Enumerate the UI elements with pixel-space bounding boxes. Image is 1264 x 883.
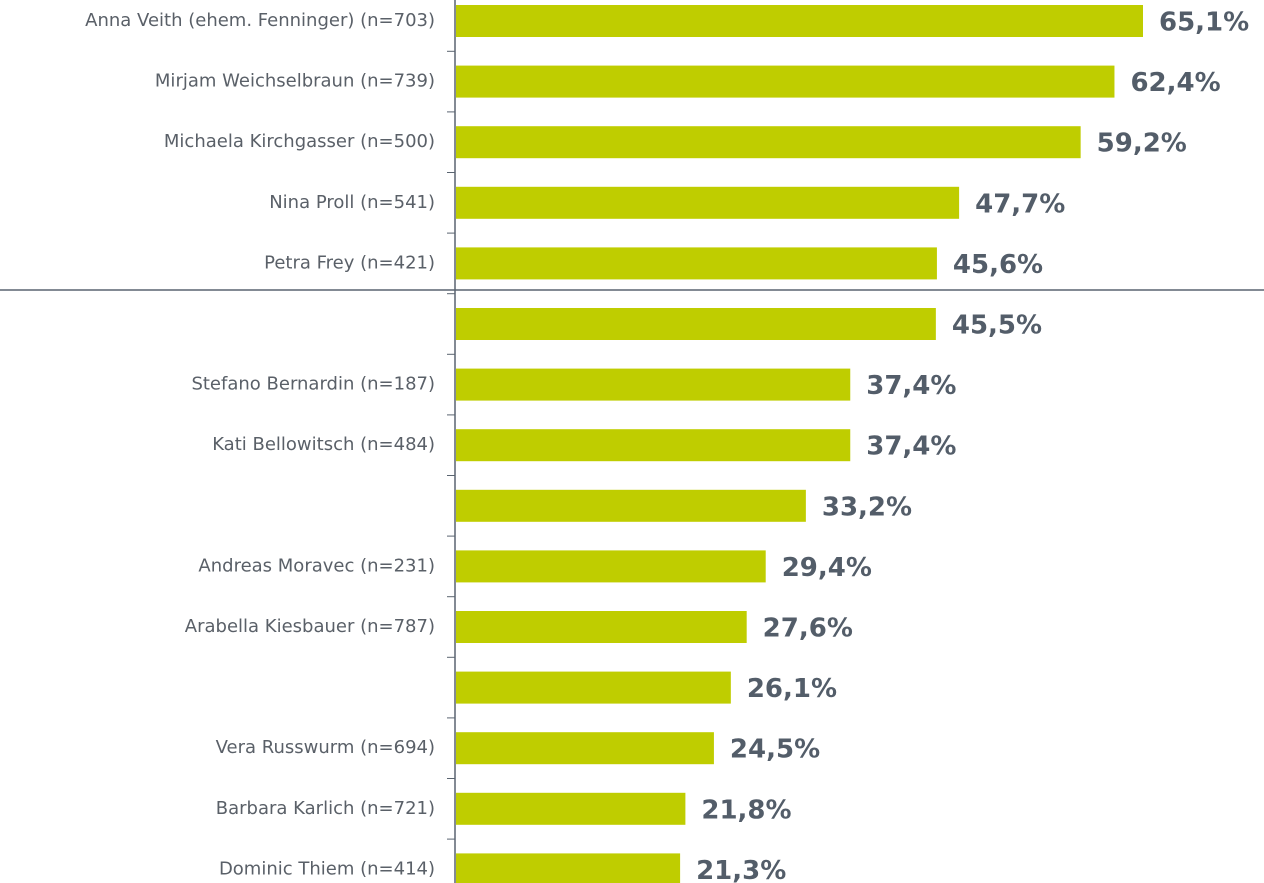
value-label: 27,6% (763, 614, 853, 644)
bar (456, 732, 714, 765)
category-label: Petra Frey (n=421) (264, 252, 435, 273)
category-label: Arabella Kiesbauer (n=787) (185, 616, 435, 637)
bar (456, 5, 1143, 37)
value-label: 21,3% (696, 856, 786, 883)
value-label: 65,1% (1159, 8, 1249, 38)
category-label: Mirjam Weichselbraun (n=739) (155, 71, 435, 92)
value-label: 33,2% (822, 492, 912, 522)
category-label: Andreas Moravec (n=231) (198, 555, 435, 576)
bar (456, 853, 681, 883)
value-label: 37,4% (866, 432, 956, 462)
bar (456, 247, 937, 280)
category-label: Anna Veith (ehem. Fenninger) (n=703) (85, 10, 435, 31)
value-label: 24,5% (730, 735, 820, 765)
category-label: Nina Proll (n=541) (269, 192, 435, 213)
bar (456, 489, 806, 522)
value-label: 59,2% (1097, 129, 1187, 159)
value-label: 62,4% (1130, 68, 1220, 98)
bar (456, 126, 1081, 159)
value-label: 47,7% (975, 189, 1065, 219)
category-label: Vera Russwurm (n=694) (216, 737, 435, 758)
category-label: Michaela Kirchgasser (n=500) (164, 131, 435, 152)
value-label: 29,4% (782, 553, 872, 583)
bar (456, 308, 936, 340)
value-label: 26,1% (747, 674, 837, 704)
category-label: Barbara Karlich (n=721) (216, 798, 435, 819)
value-label: 45,5% (952, 311, 1042, 341)
bar (456, 65, 1115, 98)
bar (456, 671, 731, 704)
value-label: 21,8% (701, 795, 791, 825)
category-label: Stefano Bernardin (n=187) (191, 374, 435, 395)
bar (456, 550, 766, 583)
bar (456, 429, 851, 462)
bar (456, 792, 686, 825)
value-label: 45,6% (953, 250, 1043, 280)
category-label: Kati Bellowitsch (n=484) (212, 434, 435, 455)
bar (456, 611, 747, 643)
bar (456, 186, 960, 219)
bar (456, 368, 851, 401)
category-label: Dominic Thiem (n=414) (219, 858, 435, 879)
value-label: 37,4% (866, 371, 956, 401)
